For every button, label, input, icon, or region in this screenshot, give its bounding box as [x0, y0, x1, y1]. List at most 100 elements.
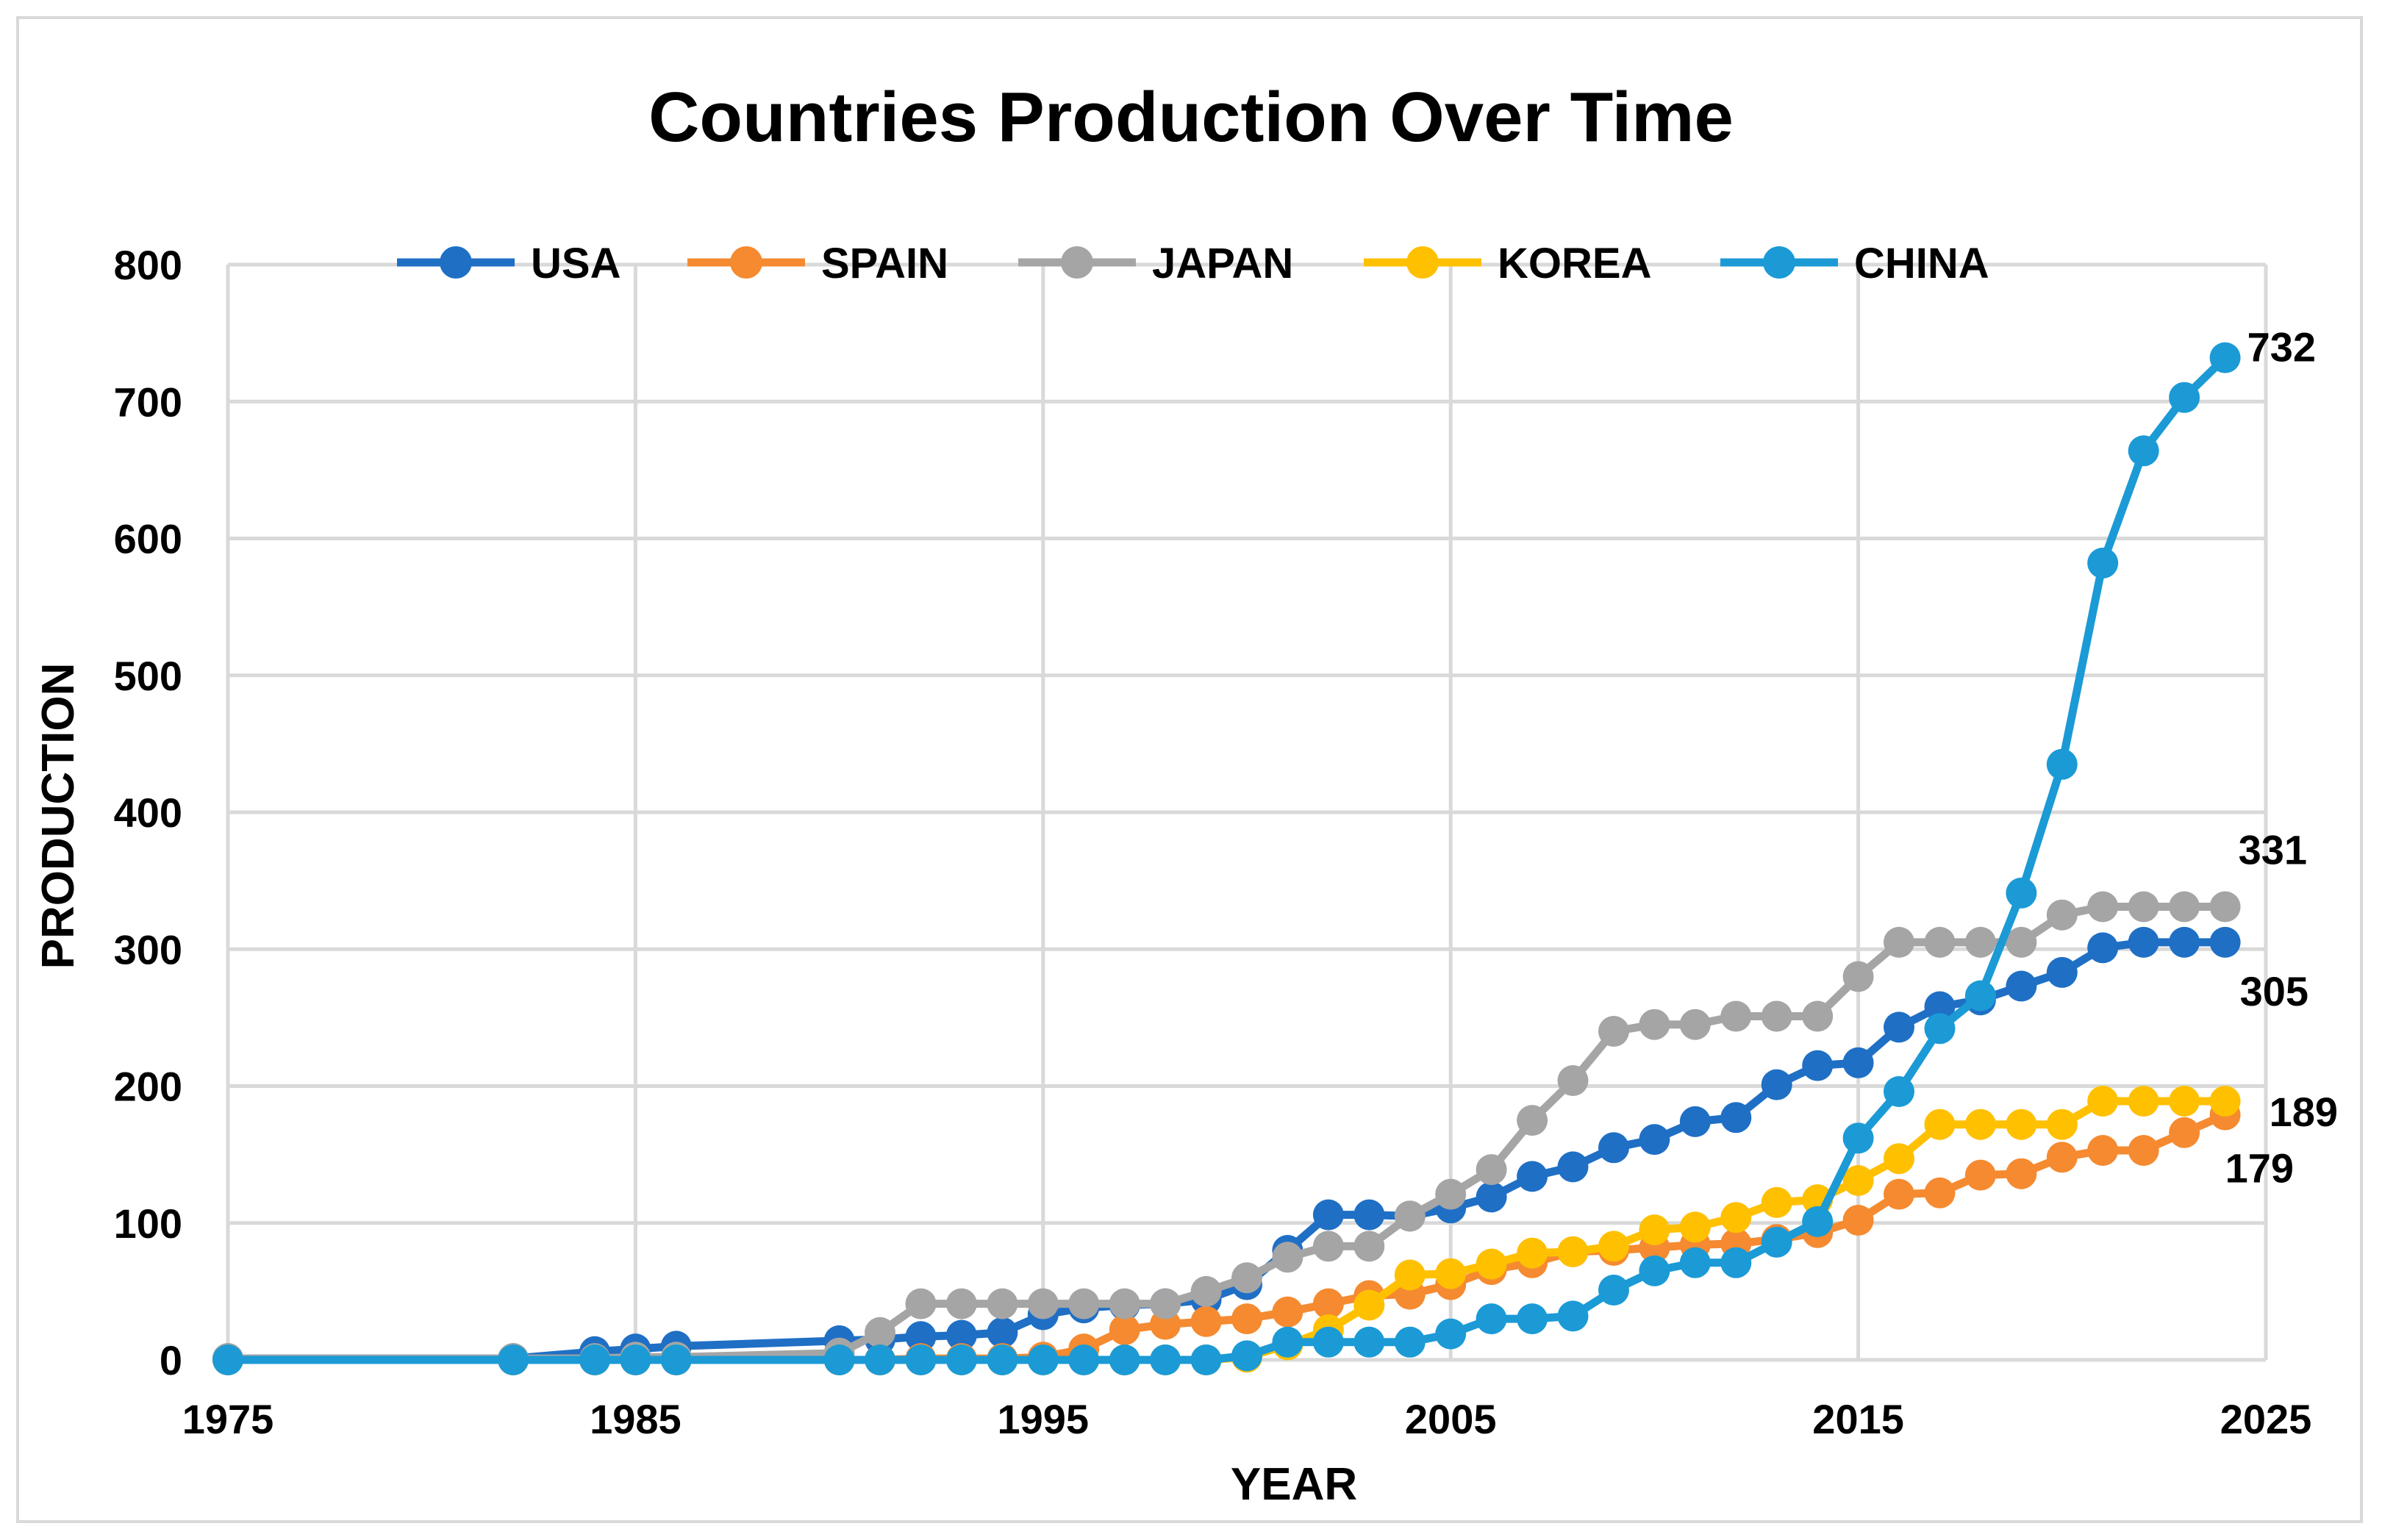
- data-point: [1842, 1047, 1874, 1078]
- legend-item-japan: JAPAN: [1018, 240, 1293, 287]
- data-point: [2087, 1086, 2119, 1117]
- data-point: [1517, 1105, 1548, 1136]
- data-point: [987, 1288, 1018, 1319]
- data-point: [1761, 1226, 1792, 1258]
- data-point: [1598, 1231, 1629, 1262]
- data-point: [1476, 1154, 1507, 1186]
- legend-marker: [440, 246, 472, 279]
- data-point: [1353, 1231, 1385, 1262]
- data-point: [1924, 991, 1956, 1023]
- data-point: [905, 1344, 937, 1375]
- data-point: [1679, 1247, 1711, 1278]
- data-point: [1842, 1165, 1874, 1196]
- legend-marker: [1061, 246, 1093, 279]
- data-point: [1435, 1318, 1467, 1350]
- data-point: [1272, 1296, 1303, 1328]
- data-point: [1109, 1314, 1140, 1345]
- data-point: [865, 1317, 895, 1348]
- data-point: [1679, 1009, 1711, 1040]
- data-point: [1353, 1326, 1385, 1358]
- chart-frame: [16, 16, 2363, 1523]
- data-point: [1190, 1344, 1222, 1375]
- end-labels: 305 179 331 189 732: [2225, 324, 2338, 1192]
- x-axis-title: YEAR: [1231, 1459, 1357, 1510]
- data-point: [2087, 548, 2119, 579]
- legend-item-korea: KOREA: [1364, 240, 1651, 287]
- data-point: [1476, 1181, 1507, 1213]
- x-tick-label: 1985: [590, 1396, 682, 1442]
- legend-label: KOREA: [1498, 240, 1651, 287]
- series-china: [212, 342, 2241, 1375]
- data-point: [1598, 1275, 1629, 1306]
- data-point: [2169, 1086, 2200, 1117]
- data-point: [1598, 1016, 1629, 1047]
- data-point: [1109, 1288, 1140, 1319]
- x-tick-label: 2005: [1405, 1396, 1497, 1442]
- data-point: [2087, 1135, 2119, 1166]
- data-point: [2209, 891, 2241, 923]
- data-point: [2046, 748, 2078, 780]
- data-point: [1353, 1199, 1385, 1231]
- data-point: [1517, 1237, 1548, 1269]
- data-point: [2128, 926, 2159, 958]
- legend-marker: [730, 246, 762, 279]
- data-point: [1964, 1109, 1996, 1140]
- data-point: [1476, 1303, 1507, 1335]
- end-label-japan: 331: [2239, 827, 2307, 873]
- data-point: [1557, 1065, 1589, 1096]
- data-point: [1639, 1009, 1670, 1040]
- data-point: [2006, 970, 2037, 1002]
- data-point: [1761, 1000, 1792, 1032]
- data-point: [1884, 1076, 1914, 1107]
- data-point: [1394, 1200, 1426, 1232]
- x-axis-ticks: 1975 1985 1995 2005 2015 2025: [182, 1396, 2312, 1442]
- data-point: [2046, 1109, 2078, 1140]
- data-point: [2209, 342, 2241, 373]
- data-point: [1639, 1214, 1670, 1246]
- data-point: [1557, 1151, 1589, 1183]
- y-tick-label: 200: [114, 1064, 182, 1110]
- legend-item-spain: SPAIN: [687, 240, 948, 287]
- data-point: [1924, 1013, 1956, 1045]
- data-point: [987, 1317, 1018, 1348]
- data-point: [1639, 1255, 1670, 1286]
- series-line-spain: [223, 1111, 2230, 1364]
- data-point: [2087, 932, 2119, 964]
- end-label-korea: 189: [2270, 1089, 2338, 1135]
- legend-label: CHINA: [1854, 240, 1989, 287]
- data-point: [2128, 435, 2159, 467]
- data-point: [1312, 1326, 1344, 1358]
- y-tick-label: 600: [114, 516, 182, 562]
- data-point: [1924, 926, 1956, 958]
- data-point: [1842, 961, 1874, 992]
- x-tick-label: 1975: [182, 1396, 274, 1442]
- data-point: [2046, 956, 2078, 988]
- data-point: [1353, 1289, 1385, 1321]
- data-point: [1394, 1259, 1426, 1291]
- data-point: [2006, 926, 2037, 958]
- data-point: [1190, 1275, 1222, 1307]
- data-point: [1231, 1303, 1262, 1335]
- data-point: [2169, 1117, 2200, 1148]
- data-point: [2169, 926, 2200, 958]
- gridlines: [226, 262, 2268, 1362]
- data-point: [1312, 1231, 1344, 1262]
- data-point: [1720, 1202, 1752, 1233]
- data-point: [620, 1344, 651, 1375]
- data-point: [660, 1344, 692, 1375]
- data-point: [1842, 1122, 1874, 1154]
- y-tick-label: 400: [114, 789, 182, 836]
- data-point: [2046, 899, 2078, 931]
- data-point: [1272, 1326, 1303, 1358]
- y-tick-label: 300: [114, 926, 182, 973]
- data-point: [2087, 891, 2119, 923]
- data-point: [2128, 891, 2159, 923]
- end-label-spain: 179: [2225, 1145, 2294, 1192]
- data-point: [2046, 1142, 2078, 1173]
- data-point: [1231, 1262, 1262, 1294]
- data-point: [1639, 1124, 1670, 1156]
- legend-marker: [1406, 246, 1439, 279]
- data-point: [865, 1344, 895, 1375]
- legend-item-china: CHINA: [1720, 240, 1989, 287]
- data-point: [2169, 382, 2200, 413]
